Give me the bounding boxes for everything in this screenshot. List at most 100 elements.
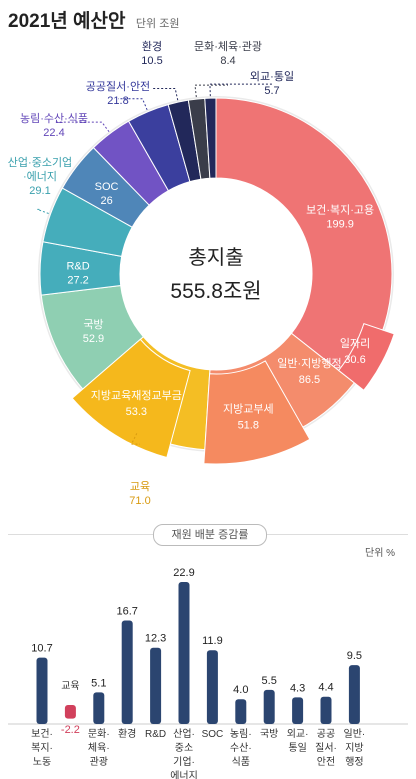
slice-label: 51.8 — [238, 419, 259, 431]
bar-value-label: 5.5 — [262, 675, 277, 687]
bar-category-label: 식품 — [232, 756, 250, 768]
slice-label: 국방 — [83, 318, 103, 331]
budget-donut-chart: 총지출 555.8조원 보건·복지·고용 199.9 국방 52.9 R&D 27.2 SOC 2… — [8, 40, 395, 507]
outside-label: 29.1 — [29, 185, 50, 197]
center-label-bottom: 555.8조원 — [170, 280, 261, 303]
unit-label: 단위 조원 — [135, 18, 180, 30]
outside-label: 공공질서·안전 — [86, 80, 150, 93]
bar — [206, 650, 218, 724]
outside-label: 외교·통일 — [250, 69, 294, 83]
bar-value-label: 10.7 — [31, 643, 52, 655]
bar-category-label: SOC — [202, 729, 224, 740]
bar-category-label: 산업· — [173, 727, 195, 740]
job-callout-slice — [337, 323, 395, 391]
slice-label: 27.2 — [67, 275, 88, 287]
bar — [64, 705, 76, 719]
edu-subsidy-slice — [71, 338, 191, 459]
local-subsidy-slice — [203, 360, 311, 465]
slice-label: R&D — [66, 261, 89, 273]
bar-category-label: 문화· — [88, 728, 110, 740]
bar-category-label: 노동 — [33, 756, 51, 768]
header: 2021년 예산안 단위 조원 — [8, 6, 180, 32]
bar-category-label: 일반· — [344, 728, 366, 740]
outside-label: 산업·중소기업 — [8, 156, 72, 169]
bar-unit-label: 단위 % — [365, 548, 396, 559]
outside-label: 문화·체육·관광 — [194, 40, 262, 53]
leader-line — [130, 433, 140, 445]
outside-label: 교육 — [130, 480, 150, 493]
bar-category-label: 관광 — [90, 756, 108, 768]
leader-line — [54, 121, 110, 133]
bar-category-label: 외교· — [287, 728, 309, 740]
bar — [320, 696, 332, 724]
bar — [36, 657, 48, 724]
bar — [150, 647, 162, 724]
bar-value-label: 11.9 — [202, 635, 223, 647]
outside-label: ·에너지 — [23, 170, 57, 183]
leader-line — [209, 83, 272, 97]
chart-title: 2021년 예산안 — [8, 11, 126, 32]
bar-category-label: 기업· — [173, 755, 195, 768]
bar-section-title: 재원 배분 증감률 — [153, 524, 267, 546]
slice-label: 86.5 — [299, 374, 320, 386]
bar — [178, 582, 190, 724]
bar-category-label: 농림· — [230, 728, 252, 740]
bar-value-label: 4.3 — [290, 682, 305, 694]
slice-label: 53.3 — [126, 406, 147, 418]
leader-line — [118, 98, 148, 111]
slice-label: 일자리 — [340, 336, 370, 350]
slice-label: 52.9 — [83, 333, 104, 345]
bar-category-label: 지방 — [345, 742, 363, 754]
outside-label: 5.7 — [264, 85, 279, 97]
bar-category-label: 복지· — [31, 742, 53, 754]
bar-category-label: R&D — [145, 729, 166, 740]
center-label-top: 총지출 — [188, 246, 243, 269]
outside-label: 71.0 — [129, 495, 150, 507]
slice-label: 일반·지방행정 — [277, 356, 341, 370]
bar — [121, 620, 133, 724]
bar-category-label: 체육· — [88, 742, 110, 754]
bar-category-label: 환경 — [118, 727, 136, 740]
outside-label: 22.4 — [43, 127, 64, 139]
bar — [263, 689, 275, 724]
bar-category-label: 교육 — [61, 680, 79, 692]
outside-label: 21.8 — [107, 95, 128, 107]
bar-category-label: 국방 — [260, 728, 278, 740]
bar-category-label: 행정 — [345, 756, 363, 768]
outside-label: 8.4 — [220, 55, 235, 67]
bar — [235, 699, 247, 724]
slice-label: 지방교육재정교부금 — [91, 389, 182, 402]
outside-label: 농림·수산·식품 — [20, 112, 88, 125]
bar-category-label: 안전 — [317, 756, 335, 768]
slice-label: 보건·복지·고용 — [306, 204, 374, 217]
bar-value-label: 9.5 — [347, 650, 362, 662]
bar-category-label: 통일 — [288, 742, 306, 754]
leader-line — [194, 84, 228, 98]
bar-category-label: 질서· — [315, 742, 337, 754]
bar-category-label: 수산· — [230, 742, 252, 754]
slice-label: 199.9 — [326, 219, 354, 231]
bar-category-label: 공공 — [317, 728, 335, 740]
slice-label: 30.6 — [344, 354, 365, 366]
outside-label: 10.5 — [141, 55, 162, 67]
leader-line — [152, 87, 179, 101]
outside-label: 환경 — [142, 40, 162, 53]
leader-line — [37, 208, 49, 214]
bar-category-label: 에너지 — [170, 770, 198, 779]
donut-hole — [120, 178, 312, 370]
bar-value-label: 4.4 — [318, 682, 333, 694]
bar-category-label: 중소 — [175, 742, 193, 754]
bar — [348, 665, 360, 724]
bar — [93, 692, 105, 724]
bar — [292, 697, 304, 724]
bar-value-label: 12.3 — [145, 633, 166, 645]
bar-value-label: -2.2 — [61, 724, 80, 736]
slice-label: 지방교부세 — [223, 402, 274, 415]
slice-label: 26 — [100, 195, 112, 207]
bar-value-label: 22.9 — [173, 567, 194, 579]
bar-category-label: 보건· — [31, 728, 53, 740]
slice-label: SOC — [95, 181, 119, 193]
bar-value-label: 4.0 — [233, 684, 248, 696]
bar-value-label: 5.1 — [91, 677, 106, 689]
